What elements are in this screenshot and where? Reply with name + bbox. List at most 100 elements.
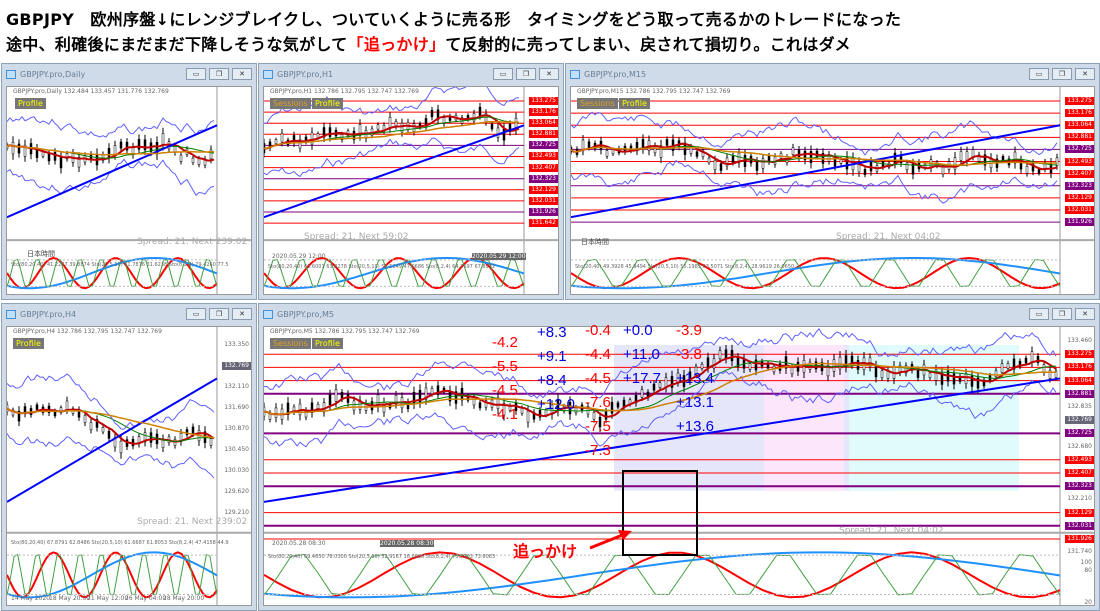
restore-button[interactable]: ❐	[1052, 308, 1072, 320]
restore-button[interactable]: ❐	[209, 68, 229, 80]
pips-annotation: +13.6	[676, 418, 714, 435]
pips-annotation: -4.1	[492, 406, 518, 423]
bollinger-upper	[571, 111, 1058, 156]
oscillator-line	[264, 551, 1061, 599]
minimize-button[interactable]: ▭	[186, 68, 206, 80]
price-level-label: 132.031	[529, 196, 558, 205]
price-level-label: 133.176	[1065, 109, 1094, 118]
chart-window-m15[interactable]: GBPJPY.pro,M15 ▭ ❐ ✕ 133.275 133.176 133.064 1…	[565, 63, 1100, 300]
trend-line	[571, 124, 1061, 219]
oscillator-line	[264, 257, 525, 290]
oscillator-info: Sto(80,20,40) 67.8791 62.8486 Sto(20,5,1…	[11, 540, 229, 546]
profile-button[interactable]: Profile	[15, 98, 46, 109]
pips-annotation: +11.0	[623, 346, 660, 363]
price-axis-label: 132.031	[1065, 521, 1094, 530]
window-title: GBPJPY.pro,M5	[277, 309, 334, 319]
price-level-label: 132.493	[1065, 157, 1094, 166]
spread-text: Spread: 21. Next 04:02	[839, 526, 944, 536]
close-button[interactable]: ✕	[539, 68, 559, 80]
close-button[interactable]: ✕	[1075, 308, 1095, 320]
price-axis-label: 132.680	[1067, 442, 1092, 450]
close-button[interactable]: ✕	[232, 68, 252, 80]
spread-text: Spread: 21. Next 239:02	[137, 517, 248, 527]
sessions-button[interactable]: Sessions	[577, 98, 618, 109]
pips-annotation: +13.4	[676, 370, 714, 387]
trend-line	[7, 377, 218, 503]
chart-window-h1[interactable]: GBPJPY.pro,H1 ▭ ❐ ✕ 133.275 133.176 133.064 13…	[258, 63, 564, 300]
spread-text: Spread: 21. Next 239:02	[137, 237, 248, 247]
symbol-info: GBPJPY.pro,H4 132.786 132.795 132.747 13…	[13, 328, 162, 335]
chart-icon	[6, 309, 16, 319]
price-chart	[7, 327, 251, 605]
timezone-label: 日本時間	[581, 238, 609, 246]
price-axis-label: 130.030	[224, 467, 249, 474]
restore-button[interactable]: ❐	[209, 308, 229, 320]
minimize-button[interactable]: ▭	[493, 68, 513, 80]
minimize-button[interactable]: ▭	[186, 308, 206, 320]
bollinger-upper	[7, 373, 215, 430]
oscillator-line	[7, 256, 218, 290]
chart-plot[interactable]: 133.460 133.275 133.176 133.064 132.881 132.8…	[263, 326, 1095, 606]
ma-line	[264, 114, 520, 150]
price-level-label: 132.407	[1065, 169, 1094, 178]
minimize-button[interactable]: ▭	[1029, 68, 1049, 80]
oscillator-line	[7, 551, 218, 599]
sessions-button[interactable]: Sessions	[270, 338, 311, 349]
price-level-label: 132.881	[1065, 133, 1094, 142]
oscillator-info: Sto(80,20,40) 41.2247 39.8874 Sto(20,5,1…	[11, 262, 229, 268]
sessions-button[interactable]: Sessions	[270, 98, 311, 109]
chart-plot[interactable]: GBPJPY.pro,Daily 132.484 133.457 131.776…	[6, 86, 252, 295]
chart-plot[interactable]: 133.275 133.176 133.064 132.881 132.725 132.4…	[263, 86, 559, 295]
price-level-label: 131.642	[529, 219, 558, 228]
time-axis-label: 26 May 04:00	[125, 595, 167, 602]
price-axis-label: 131.740	[1067, 548, 1092, 556]
headline-1: GBPJPY 欧州序盤↓にレンジブレイクし、ついていくように売る形 タイミングを…	[6, 10, 902, 29]
chart-window-m5[interactable]: GBPJPY.pro,M5 ▭ ❐ ✕ 133.460 133.275 133.176 13…	[258, 303, 1100, 611]
restore-button[interactable]: ❐	[516, 68, 536, 80]
profile-button[interactable]: Profile	[312, 98, 343, 109]
cursor-date: 2020.05.28 08:30	[380, 540, 434, 547]
chart-icon	[570, 69, 580, 79]
ma-line	[264, 360, 1057, 415]
profile-button[interactable]: Profile	[13, 338, 44, 349]
ma-line	[571, 142, 1058, 171]
trend-line	[7, 124, 218, 219]
close-button[interactable]: ✕	[1075, 68, 1095, 80]
spread-text: Spread: 21. Next 59:02	[304, 232, 409, 242]
window-title: GBPJPY.pro,H4	[20, 309, 77, 319]
price-chart	[7, 87, 251, 294]
pips-annotation: -4.2	[492, 334, 518, 351]
pips-annotation: +0.0	[623, 322, 653, 339]
price-level-label: 132.323	[1065, 181, 1094, 190]
close-button[interactable]: ✕	[232, 308, 252, 320]
minimize-button[interactable]: ▭	[1029, 308, 1049, 320]
oscillator-axis-label: 80	[1084, 567, 1092, 574]
oscillator-line	[7, 551, 218, 599]
price-axis-label: 132.769	[222, 362, 251, 370]
bollinger-lower	[7, 433, 215, 479]
pips-annotation: +9.1	[537, 348, 567, 365]
bollinger-upper	[7, 116, 215, 138]
price-axis-label: 132.129	[1065, 508, 1094, 517]
chart-plot[interactable]: GBPJPY.pro,H4 132.786 132.795 132.747 13…	[6, 326, 252, 606]
ma-line	[7, 407, 215, 439]
pips-annotation: +12.0	[537, 396, 575, 413]
window-title: GBPJPY.pro,Daily	[20, 69, 86, 79]
restore-button[interactable]: ❐	[1052, 68, 1072, 80]
headline-2-emphasis: 「追っかけ」	[347, 35, 446, 54]
chart-icon	[263, 309, 273, 319]
profile-button[interactable]: Profile	[312, 338, 343, 349]
chart-plot[interactable]: 133.275 133.176 133.064 132.881 132.725 132.4…	[570, 86, 1095, 295]
bollinger-lower	[264, 137, 520, 178]
pips-annotation: -4.4	[585, 346, 611, 363]
profile-button[interactable]: Profile	[619, 98, 650, 109]
pips-annotation: +17.7	[623, 370, 661, 387]
price-axis-label: 130.870	[224, 425, 249, 432]
price-level-label: 132.725	[1065, 145, 1094, 154]
price-level-label: 133.064	[529, 119, 558, 128]
chart-window-daily[interactable]: GBPJPY.pro,Daily ▭ ❐ ✕ GBPJPY.pro,Daily 132…	[1, 63, 257, 300]
pips-annotation: -7.6	[585, 394, 611, 411]
window-title: GBPJPY.pro,M15	[584, 69, 647, 79]
price-level-label: 133.275	[529, 97, 558, 105]
ma-line	[7, 144, 215, 156]
